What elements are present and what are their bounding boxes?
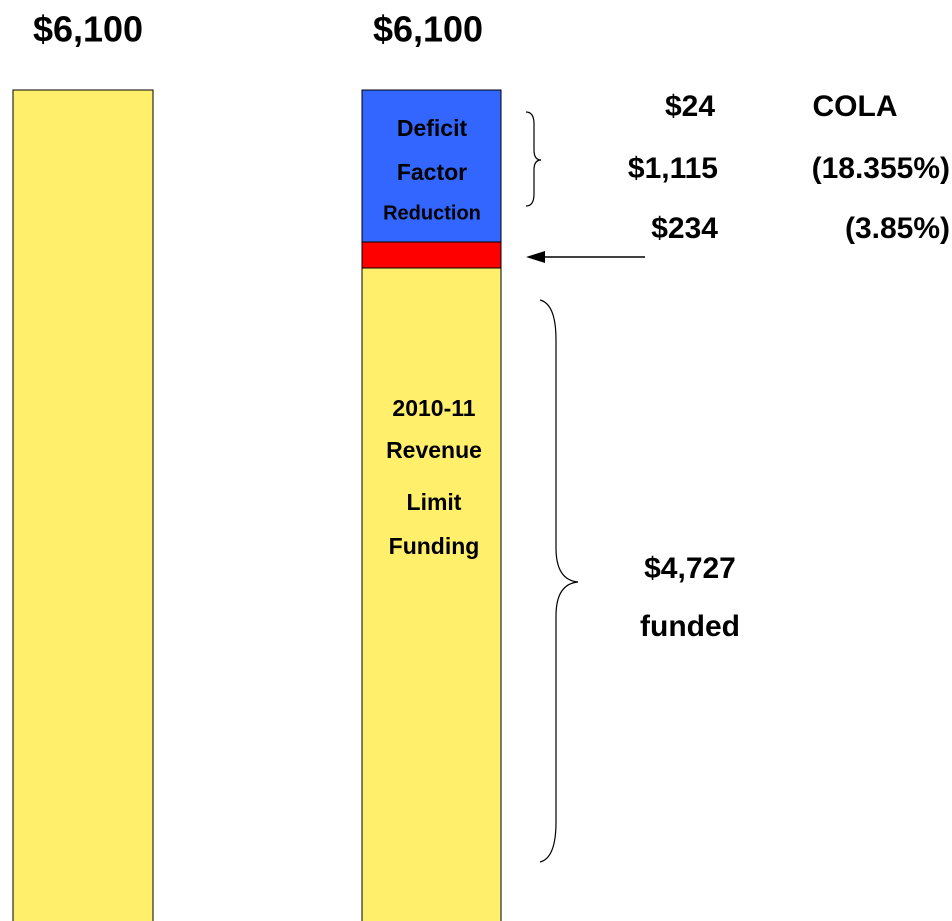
funding-label: Revenue <box>386 437 482 463</box>
amount: $1,115 <box>628 152 718 185</box>
note: COLA <box>813 90 898 123</box>
left-bar <box>12 89 154 921</box>
funded-amount: $4,727 <box>644 552 736 585</box>
funding-label: Funding <box>389 533 480 559</box>
right-total: $6,100 <box>373 9 483 50</box>
deficit-label: Factor <box>397 159 467 185</box>
deficit-segment <box>361 89 502 243</box>
note: (18.355%) <box>812 152 950 185</box>
red-segment <box>361 241 502 269</box>
funded-label: funded <box>640 610 740 643</box>
brace <box>525 111 542 207</box>
brace <box>539 299 579 863</box>
amount: $24 <box>665 90 715 123</box>
amount: $234 <box>651 212 718 245</box>
deficit-label: Reduction <box>383 202 481 224</box>
funding-label: 2010-11 <box>392 395 475 421</box>
arrow-head <box>526 251 545 263</box>
funding-label: Limit <box>407 489 462 515</box>
note: (3.85%) <box>845 212 950 245</box>
deficit-label: Deficit <box>397 115 468 141</box>
left-total: $6,100 <box>33 9 143 50</box>
funding-segment <box>361 267 502 921</box>
